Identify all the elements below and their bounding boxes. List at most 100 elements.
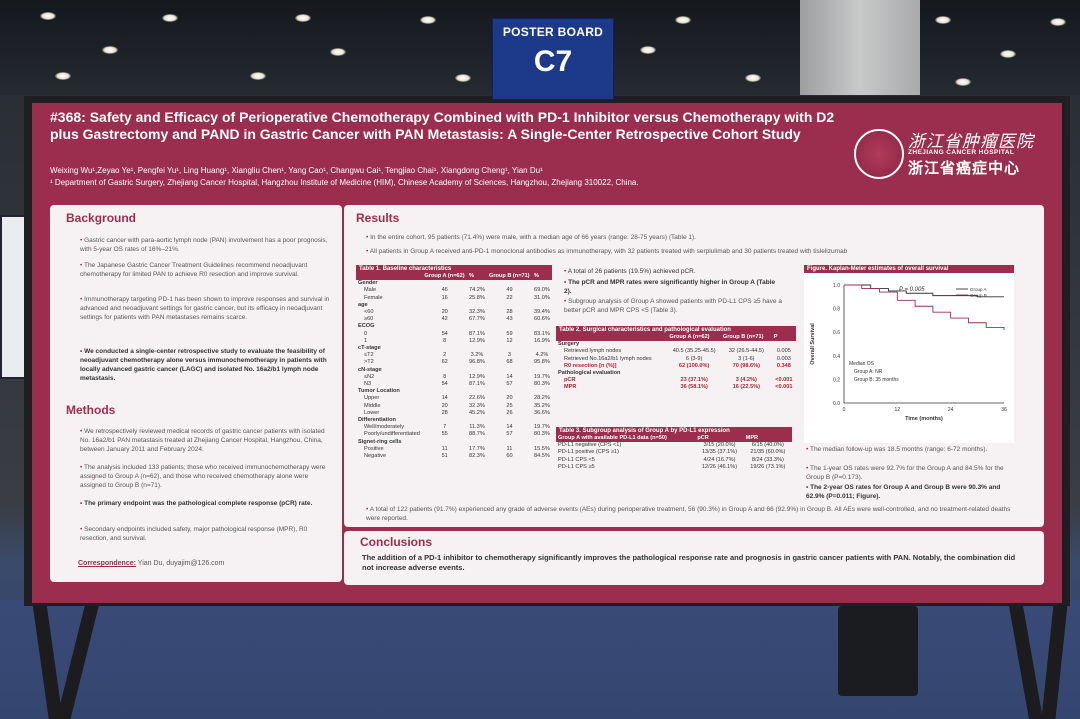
table-cell: 60 xyxy=(506,453,513,460)
ceiling-light xyxy=(1050,18,1066,26)
table-cell: 67.7% xyxy=(469,316,485,323)
results-bullet: Subgroup analysis of Group A showed pati… xyxy=(564,297,784,315)
km-curve-group-b xyxy=(844,284,1005,330)
results-heading: Results xyxy=(356,211,400,225)
table-cell: cT-stage xyxy=(358,345,381,352)
table-header-cell: Group B (n=71) xyxy=(486,273,532,281)
table-cell: Lower xyxy=(364,409,380,416)
table-header-cell: Group A with available PD-L1 data (n=50) xyxy=(556,435,696,443)
table-cell xyxy=(532,323,552,330)
table-row: PD-L1 CPS <5 4/24 (16.7%) 8/24 (33.3%) xyxy=(556,457,792,464)
table-cell xyxy=(422,323,467,330)
table3: Table 3. Subgroup analysis of Group A by… xyxy=(556,427,792,471)
table-cell: 17.7% xyxy=(469,445,485,452)
poster-title: #368: Safety and Efficacy of Perioperati… xyxy=(50,109,835,142)
table-cell: age xyxy=(358,301,368,308)
table-cell xyxy=(721,341,772,348)
table-cell: 82.3% xyxy=(469,453,485,460)
table-cell: 70 (98.6%) xyxy=(732,362,760,369)
table-cell: 42 xyxy=(441,316,448,323)
table-cell: 74.2% xyxy=(469,287,485,294)
table-row: 1 8 12.9% 12 16.9% xyxy=(356,338,552,345)
table-cell: 36.6% xyxy=(534,409,550,416)
table-cell: 49 xyxy=(506,287,513,294)
table-cell xyxy=(772,341,796,348)
table-row: cN-stage xyxy=(356,367,552,374)
table-cell xyxy=(532,302,552,309)
km-x-label: Time (months) xyxy=(905,416,943,422)
results-bullet: A total of 26 patients (19.5%) achieved … xyxy=(564,267,784,276)
conclusions-panel: Conclusions The addition of a PD-1 inhib… xyxy=(344,531,1044,585)
table-row: age xyxy=(356,302,552,309)
table-cell: 3 xyxy=(507,352,512,359)
table-cell: 62 xyxy=(441,359,448,366)
logo-chinese-center: 浙江省癌症中心 xyxy=(908,160,1021,177)
table-cell: N3 xyxy=(364,381,372,388)
background-heading: Background xyxy=(66,211,137,225)
pillar xyxy=(800,0,920,95)
table-cell: 35.2% xyxy=(534,402,550,409)
table-cell: 84.5% xyxy=(534,453,550,460)
table-cell xyxy=(487,323,532,330)
table-cell: 12 xyxy=(506,337,513,344)
km-y-tick-label: 0.2 xyxy=(833,377,840,383)
table-cell xyxy=(487,302,532,309)
table-cell: 68 xyxy=(506,359,513,366)
table3-caption: Table 3. Subgroup analysis of Group A by… xyxy=(556,427,792,435)
table-cell xyxy=(422,302,467,309)
table-row: Positive 11 17.7% 11 15.5% xyxy=(356,446,552,453)
ae-bullet: A total of 122 patients (91.7%) experien… xyxy=(366,505,1026,523)
table-cell xyxy=(422,417,467,424)
table-cell: 0.005 xyxy=(776,348,791,355)
table-cell: R0 resection [n (%)] xyxy=(564,362,617,369)
conclusions-text: The addition of a PD-1 inhibitor to chem… xyxy=(362,553,1016,572)
table-cell: 16.9% xyxy=(534,337,550,344)
ceiling-light xyxy=(675,16,691,24)
table-header-cell: % xyxy=(466,273,487,281)
table-cell: Female xyxy=(364,294,383,301)
table-cell: Gender xyxy=(358,280,378,287)
table-cell: 22 xyxy=(506,294,513,301)
table-row: <60 20 32.3% 28 39.4% xyxy=(356,309,552,316)
table-cell: 57 xyxy=(506,431,513,438)
ceiling-light xyxy=(745,74,761,82)
table-cell xyxy=(532,417,552,424)
km-x-tick-label: 0 xyxy=(843,407,846,413)
author-list: Weixing Wu¹,Zeyao Ye¹, Pengfei Yu¹, Ling… xyxy=(50,166,543,175)
table-header-cell xyxy=(556,334,668,342)
table2: Table 2. Surgical characteristics and pa… xyxy=(556,326,796,392)
table-cell: 14 xyxy=(506,373,513,380)
km-figure: Figure. Kaplan-Meier estimates of overal… xyxy=(804,265,1014,443)
table-cell: 80.3% xyxy=(534,381,550,388)
table-cell: 69.0% xyxy=(534,287,550,294)
km-y-tick-label: 0.4 xyxy=(833,354,840,360)
sign-label: POSTER BOARD xyxy=(502,25,604,39)
table-cell: 3 (4.2%) xyxy=(735,377,757,384)
table-cell: 11 xyxy=(506,445,513,452)
table-cell: <0.001 xyxy=(775,377,793,384)
table-cell: Retrieved No.16a2/b1 lymph nodes xyxy=(564,355,652,362)
table-cell: 19/26 (73.1%) xyxy=(750,463,786,470)
table-cell: 22.6% xyxy=(469,395,485,402)
table-cell: PD-L1 CPS <5 xyxy=(558,456,595,463)
table-cell: Retrieved lymph nodes xyxy=(564,348,622,355)
km-bullet: The 2-year OS rates for Group A and Grou… xyxy=(806,483,1016,501)
table-cell xyxy=(467,345,487,352)
table-cell: 21/35 (60.0%) xyxy=(750,449,786,456)
table-cell: Pathological evaluation xyxy=(558,370,621,377)
table-cell: 11.3% xyxy=(469,424,485,431)
table-cell: 80.3% xyxy=(534,431,550,438)
table-cell xyxy=(532,388,552,395)
table-cell xyxy=(667,341,721,348)
table-cell: 3.2% xyxy=(470,352,484,359)
hospital-seal-icon xyxy=(854,129,904,179)
table-cell: 7 xyxy=(443,424,447,431)
table-row: cT-stage xyxy=(356,345,552,352)
poster-authors: Weixing Wu¹,Zeyao Ye¹, Pengfei Yu¹, Ling… xyxy=(50,165,870,189)
table-cell: 95.8% xyxy=(534,359,550,366)
table-row: pCR 23 (37.1%) 3 (4.2%) <0.001 xyxy=(556,377,796,384)
table-cell: 12/26 (46.1%) xyxy=(701,463,738,470)
table-row: Retrieved lymph nodes 40.5 (35.25-45.5) 32… xyxy=(556,348,796,355)
results-bullet: All patients in Group A received anti-PD… xyxy=(366,247,1036,256)
table-cell: 3 (1-6) xyxy=(738,355,755,362)
